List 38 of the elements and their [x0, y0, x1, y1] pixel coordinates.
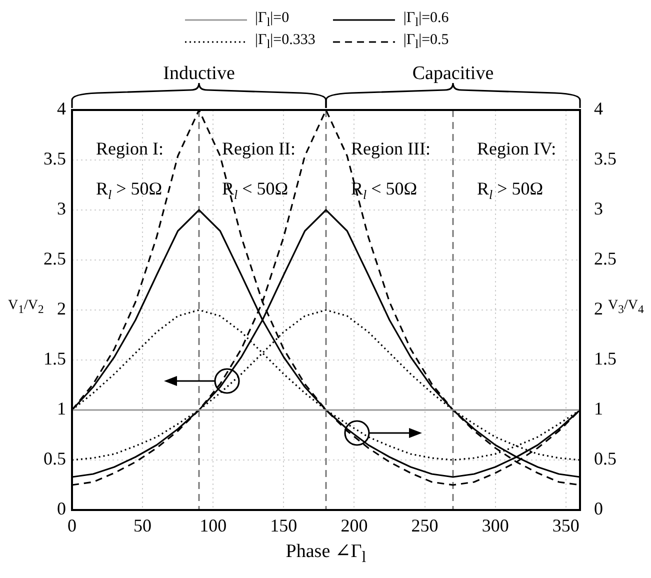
y2-tick-label: 0.5 — [594, 448, 616, 469]
annotation: Region III: — [351, 138, 430, 159]
legend-label: |Γ$_{l}$|=0 — [255, 10, 290, 30]
annotation: Region I: — [96, 138, 164, 159]
text: Inductive — [163, 62, 235, 84]
y-axis-title: V$_{1}$/V$_{2}$ — [8, 298, 44, 316]
x-tick-label: 100 — [200, 516, 227, 536]
y-tick-label: 3.5 — [44, 148, 66, 169]
x-tick-label: 300 — [482, 516, 509, 536]
x-axis-title: Phase ∠Γ$_{l}$ — [284, 540, 368, 567]
y2-tick-label: 3 — [594, 198, 603, 219]
legend-label: |Γ$_{l}$|=0.6 — [403, 10, 449, 30]
annotation: Region IV: — [477, 138, 556, 159]
y2-tick-label: 3.5 — [594, 148, 616, 169]
x-tick-label: 200 — [340, 516, 368, 536]
x-tick-label: 50 — [134, 516, 152, 536]
y2-tick-label: 1 — [594, 398, 603, 419]
y-tick-label: 1 — [57, 398, 66, 419]
x-tick-label: 350 — [552, 516, 580, 536]
y2-tick-label: 2 — [594, 298, 603, 319]
y2-tick-label: 0 — [594, 498, 603, 519]
y-tick-label: 4 — [57, 98, 66, 119]
legend-label: |Γ$_{l}$|=0.333 — [255, 32, 316, 52]
y-tick-label: 3 — [57, 198, 66, 219]
x-tick-label: 150 — [270, 516, 298, 536]
y-tick-label: 0.5 — [44, 448, 66, 469]
y-tick-label: 2.5 — [44, 248, 66, 269]
x-tick-label: 250 — [411, 516, 438, 536]
text: Capacitive — [412, 62, 494, 84]
y2-tick-label: 2.5 — [594, 248, 616, 269]
y-tick-label: 1.5 — [44, 348, 66, 369]
y-tick-label: 0 — [57, 498, 66, 519]
y2-axis-title: V$_{3}$/V$_{4}$ — [608, 298, 644, 316]
annotation: Region II: — [222, 138, 296, 159]
y2-tick-label: 1.5 — [594, 348, 616, 369]
y-tick-label: 2 — [57, 298, 66, 319]
legend-label: |Γ$_{l}$|=0.5 — [403, 32, 449, 52]
y2-tick-label: 4 — [594, 98, 603, 119]
